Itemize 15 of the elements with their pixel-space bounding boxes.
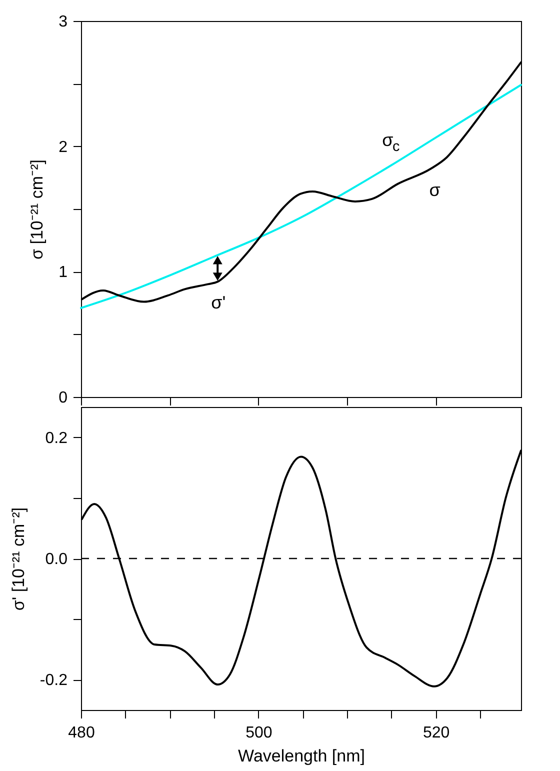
y-tick-label: 3 — [58, 14, 68, 30]
y-tick-label: 2 — [58, 138, 68, 156]
x-axis-title: Wavelength [nm] — [238, 746, 365, 766]
y-tick-label: 0 — [58, 390, 68, 406]
y-tick-label: 0.2 — [45, 430, 68, 447]
annotation: σ' — [211, 292, 226, 313]
y-axis-title: σ [10⁻²¹ cm⁻²] — [28, 160, 47, 260]
y-tick-label: 1 — [58, 264, 68, 282]
y-axis-title: σ' [10⁻²¹ cm⁻²] — [8, 507, 28, 611]
y-tick-label: 0.0 — [45, 551, 68, 568]
x-tick-label: 520 — [422, 724, 450, 742]
y-tick-label: -0.2 — [40, 672, 68, 690]
x-tick-label: 500 — [246, 724, 272, 742]
x-tick-label: 480 — [68, 724, 95, 742]
annotation: σ — [429, 180, 440, 200]
